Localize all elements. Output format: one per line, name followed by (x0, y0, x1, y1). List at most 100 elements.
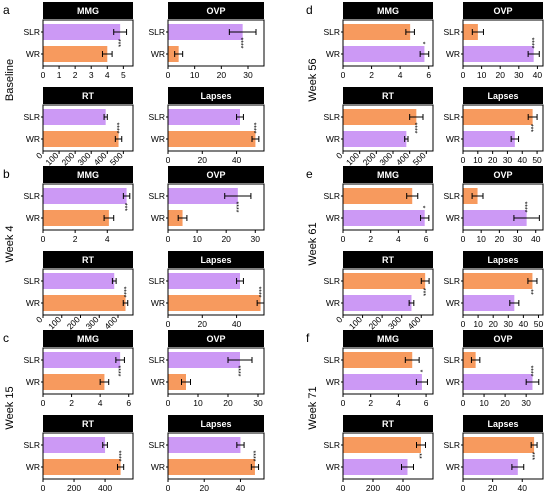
panel-letter-d: d (306, 3, 313, 17)
x-tick-label: 100 (43, 150, 60, 167)
bar-wr (344, 459, 408, 475)
week-label: Week 4 (4, 225, 16, 262)
x-tick-label: 0 (461, 319, 466, 329)
category-label-wr: WR (26, 298, 40, 308)
category-label-wr: WR (26, 134, 40, 144)
significance-marker: *** (527, 124, 534, 132)
x-tick-label: 0 (166, 70, 171, 80)
bar-wr (44, 295, 126, 311)
x-tick-label: 2 (69, 398, 74, 408)
x-tick-label: 300 (386, 314, 403, 331)
subplot-mmg: MMG SLR WR **** 0 2 4 6 (23, 330, 133, 408)
bar-slr (44, 352, 121, 368)
bar-wr (464, 374, 533, 390)
x-tick-label: 400 (396, 483, 410, 493)
x-tick-label: 2 (368, 398, 373, 408)
significance-marker: **** (113, 123, 120, 134)
strip-title: OVP (206, 170, 225, 180)
x-tick-label: 0 (41, 398, 46, 408)
category-label-slr: SLR (23, 191, 40, 201)
week-label: Week 71 (307, 386, 319, 429)
strip-title: OVP (206, 334, 225, 344)
subplot-mmg: MMG SLR WR *** 0 2 4 (23, 166, 133, 244)
x-tick-label: 30 (253, 398, 263, 408)
x-tick-label: 10 (190, 70, 200, 80)
category-label-wr: WR (26, 377, 40, 387)
x-tick-label: 0 (461, 483, 466, 493)
subplot-ovp: OVP SLR WR **** 0 10 20 30 40 (443, 2, 543, 80)
category-label-wr: WR (446, 49, 460, 59)
bar-wr (44, 46, 108, 62)
subplot-mmg: MMG SLR WR * 0 2 4 6 (323, 2, 433, 80)
subplot-ovp: OVP SLR WR **** 0 10 20 30 (148, 330, 264, 408)
x-tick-label: 500 (411, 150, 428, 167)
x-tick-label: 6 (424, 398, 429, 408)
subplot-lapses: LapsesSLRWR***0 10 20 30 40 50 (443, 87, 543, 165)
x-tick-label: 0 (166, 483, 171, 493)
panel-letter-c: c (3, 331, 9, 345)
bar-wr (464, 459, 518, 475)
x-tick-label: 40 (232, 319, 242, 329)
x-tick-label: 20 (488, 155, 498, 165)
subplot-ovp: OVP SLR WR **** 0 10 20 30 40 (443, 166, 543, 244)
bar-slr (344, 24, 411, 40)
significance-marker: * (419, 206, 426, 209)
x-tick-label: 30 (251, 234, 261, 244)
category-label-slr: SLR (23, 440, 40, 450)
x-tick-label: 30 (243, 70, 253, 80)
strip-title: MMG (377, 170, 399, 180)
bar-wr (44, 131, 119, 147)
x-tick-label: 0 (461, 234, 466, 244)
x-tick-label: 5 (121, 70, 126, 80)
category-label-slr: SLR (443, 440, 460, 450)
bar-wr (44, 459, 121, 475)
significance-marker: **** (115, 451, 122, 462)
strip-title: MMG (77, 6, 99, 16)
x-tick-label: 10 (473, 319, 483, 329)
x-tick-label: 20 (221, 234, 231, 244)
category-label-wr: WR (446, 298, 460, 308)
x-tick-label: 300 (84, 314, 101, 331)
x-tick-label: 40 (518, 483, 528, 493)
x-tick-label: 4 (396, 234, 401, 244)
x-tick-label: 400 (406, 314, 423, 331)
strip-title: RT (82, 91, 94, 101)
category-label-wr: WR (151, 377, 165, 387)
category-label-wr: WR (326, 377, 340, 387)
panel-letter-e: e (306, 167, 313, 181)
x-tick-label: 20 (217, 70, 227, 80)
category-label-slr: SLR (148, 440, 165, 450)
significance-marker: **** (249, 451, 256, 462)
panel-group-d: d Week 56 MMG SLR WR * 0 2 4 6 OVP SLR WR **** 0 10 20 30… (306, 2, 543, 167)
significance-marker: **** (528, 38, 535, 49)
week-label: Week 15 (4, 386, 16, 429)
subplot-rt: RT SLR WR **** 0100200300400500 (323, 87, 433, 167)
strip-title: OVP (493, 170, 512, 180)
significance-marker: **** (114, 366, 121, 377)
bar-slr (44, 437, 106, 453)
bar-slr (464, 437, 535, 453)
significance-marker: **** (249, 123, 256, 134)
bar-slr (169, 273, 241, 289)
bar-slr (44, 273, 115, 289)
category-label-slr: SLR (23, 27, 40, 37)
bar-wr (464, 46, 534, 62)
significance-marker: *** (121, 203, 128, 211)
category-label-wr: WR (326, 213, 340, 223)
x-tick-label: 0 (461, 398, 466, 408)
x-tick-label: 2 (73, 234, 78, 244)
category-label-wr: WR (151, 462, 165, 472)
x-tick-label: 10 (473, 155, 483, 165)
bar-wr (344, 210, 425, 226)
strip-title: RT (82, 419, 94, 429)
significance-marker: *** (114, 39, 121, 47)
strip-title: Lapses (200, 91, 231, 101)
x-tick-label: 0 (341, 234, 346, 244)
x-tick-label: 4 (105, 70, 110, 80)
subplot-mmg: MMG SLR WR * 0 2 4 6 (323, 330, 433, 408)
category-label-slr: SLR (323, 355, 340, 365)
significance-marker: *** (528, 452, 535, 460)
